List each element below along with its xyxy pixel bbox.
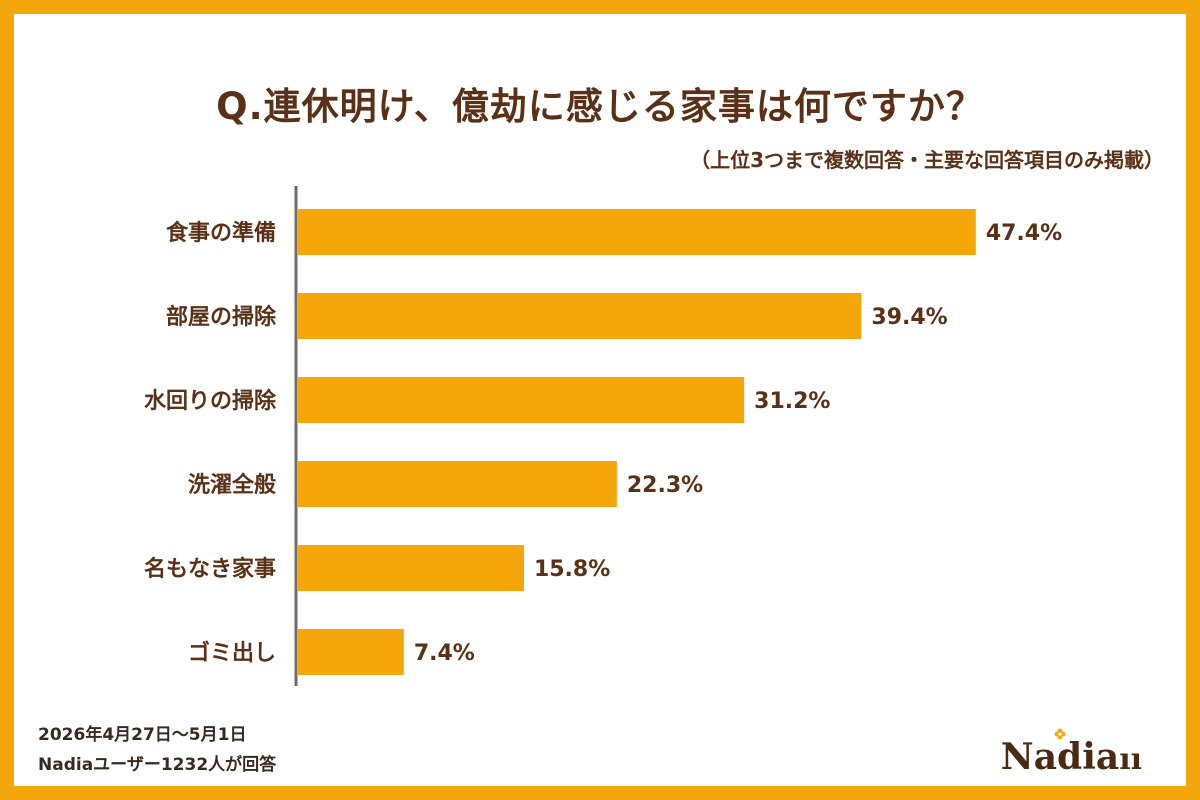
chart-title: Q.連休明け、億劫に感じる家事は何ですか？	[216, 85, 984, 128]
bar-4	[298, 545, 524, 591]
category-label-1: 部屋の掃除	[166, 304, 277, 330]
logo-flower-icon	[1054, 728, 1066, 740]
category-label-4: 名もなき家事	[144, 556, 276, 582]
chart-frame: Q.連休明け、億劫に感じる家事は何ですか？ （上位3つまで複数回答・主要な回答項…	[14, 14, 1186, 786]
value-label-0: 47.4%	[986, 221, 1062, 246]
category-label-2: 水回りの掃除	[144, 388, 277, 414]
bar-0	[298, 209, 976, 255]
logo-text: Nadia	[1000, 736, 1120, 778]
category-label-5: ゴミ出し	[188, 640, 276, 666]
bar-chart: 食事の準備 47.4% 部屋の掃除 39.4% 水回りの掃除 31.2% 洗濯全般 22.3%…	[144, 186, 1062, 686]
nadia-logo: Nadiaıı	[1001, 736, 1142, 778]
category-label-0: 食事の準備	[166, 220, 276, 246]
value-label-3: 22.3%	[627, 473, 703, 498]
category-label-3: 洗濯全般	[188, 472, 276, 498]
bar-5	[298, 629, 404, 675]
survey-respondents: Nadiaユーザー1232人が回答	[38, 755, 277, 775]
logo-utensils-icon: ıı	[1119, 742, 1142, 777]
bar-3	[298, 461, 617, 507]
value-label-5: 7.4%	[414, 641, 475, 666]
bar-1	[298, 293, 862, 339]
value-label-2: 31.2%	[754, 389, 830, 414]
chart-subtitle: （上位3つまで複数回答・主要な回答項目のみ掲載）	[690, 148, 1164, 172]
survey-date: 2026年4月27日～5月1日	[38, 725, 247, 745]
value-label-4: 15.8%	[534, 557, 610, 582]
value-label-1: 39.4%	[871, 305, 947, 330]
bar-2	[298, 377, 745, 423]
